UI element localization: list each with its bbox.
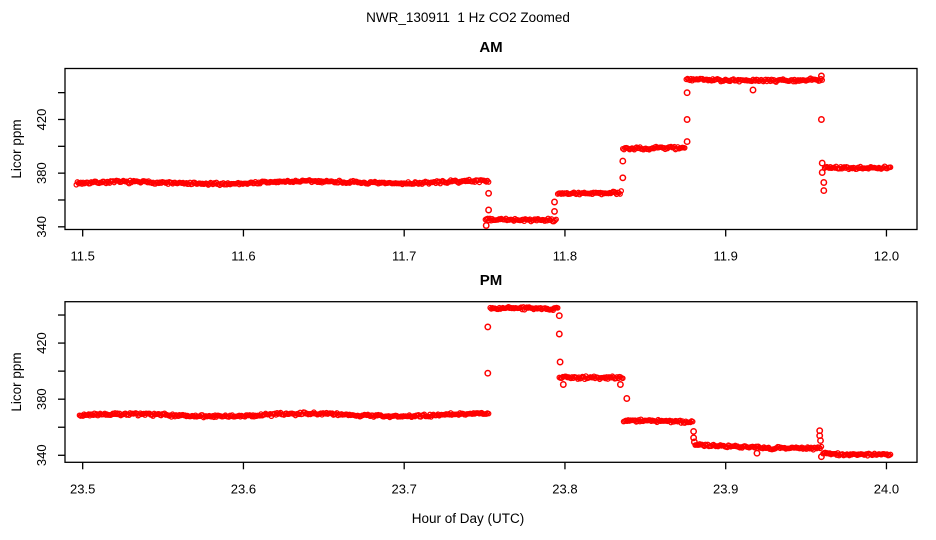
panel-title-pm: PM bbox=[479, 272, 503, 289]
y-tick-label: 420 bbox=[34, 332, 49, 354]
x-tick-label: 12.0 bbox=[874, 249, 899, 264]
x-tick-label: 11.9 bbox=[714, 249, 738, 264]
y-tick-label: 380 bbox=[34, 388, 49, 410]
x-tick-label: 11.8 bbox=[553, 249, 577, 264]
panel-am-data-points bbox=[73, 75, 894, 225]
panel-pm-data-points bbox=[76, 303, 894, 459]
panel-pm-y-axis: 340 380 420 bbox=[34, 314, 65, 466]
y-tick-label: 340 bbox=[34, 216, 49, 238]
x-axis-label: Hour of Day (UTC) bbox=[411, 511, 525, 526]
panel-am-x-axis: 11.5 11.6 11.7 11.8 11.9 12.0 bbox=[71, 229, 899, 264]
x-tick-label: 11.6 bbox=[231, 249, 255, 264]
y-tick-label: 420 bbox=[34, 109, 49, 131]
panel-pm-x-axis: 23.5 23.6 23.7 23.8 23.9 24.0 bbox=[70, 462, 899, 496]
panel-am-y-axis: 340 380 420 bbox=[34, 92, 65, 238]
x-tick-label: 11.5 bbox=[71, 249, 95, 264]
x-tick-label: 23.6 bbox=[231, 481, 256, 496]
figure-title: NWR_130911 1 Hz CO2 Zoomed bbox=[366, 10, 570, 25]
y-tick-label: 380 bbox=[34, 162, 49, 184]
x-tick-label: 11.7 bbox=[392, 249, 416, 264]
panel-title-am: AM bbox=[479, 39, 503, 56]
y-tick-label: 340 bbox=[34, 444, 49, 466]
x-tick-label: 23.9 bbox=[713, 481, 738, 496]
panel-am-frame bbox=[64, 67, 918, 231]
panel-pm-outlier-points bbox=[484, 312, 825, 461]
x-tick-label: 23.8 bbox=[552, 481, 577, 496]
panel-pm-frame bbox=[64, 301, 918, 463]
x-tick-label: 23.7 bbox=[392, 481, 417, 496]
x-tick-label: 24.0 bbox=[874, 481, 899, 496]
x-tick-label: 23.5 bbox=[70, 481, 95, 496]
panel-am-outlier-points bbox=[482, 72, 828, 229]
